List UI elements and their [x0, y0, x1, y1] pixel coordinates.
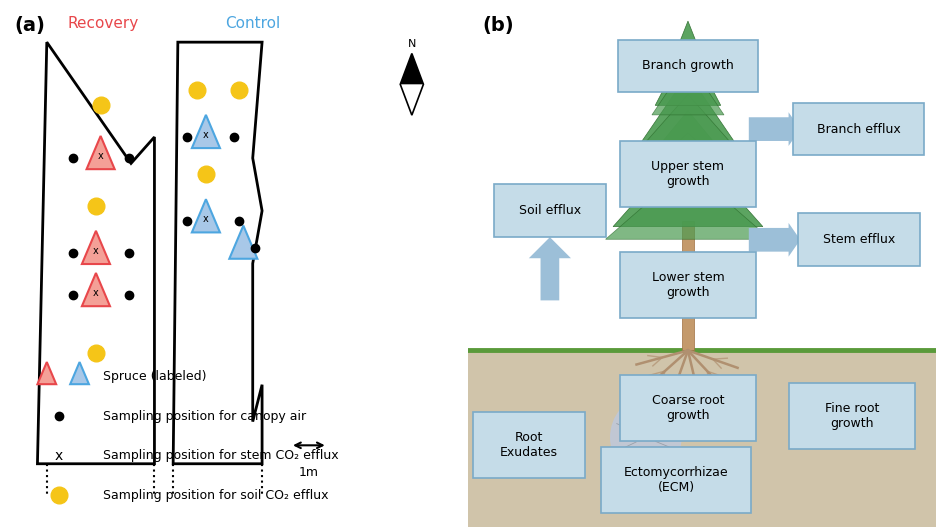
Polygon shape: [192, 115, 220, 148]
Polygon shape: [229, 226, 257, 259]
Text: x: x: [93, 246, 99, 256]
Text: 1m: 1m: [299, 466, 319, 480]
Text: x: x: [93, 288, 99, 298]
Text: Upper stem
growth: Upper stem growth: [651, 160, 724, 188]
Text: Root
Exudates: Root Exudates: [500, 431, 558, 460]
Polygon shape: [669, 21, 707, 69]
Polygon shape: [641, 74, 735, 142]
Polygon shape: [749, 223, 800, 257]
FancyBboxPatch shape: [473, 412, 585, 479]
Polygon shape: [37, 362, 56, 384]
Polygon shape: [192, 199, 220, 232]
Text: x: x: [54, 449, 63, 463]
Polygon shape: [82, 273, 110, 306]
FancyBboxPatch shape: [618, 40, 758, 92]
Text: (a): (a): [14, 16, 45, 35]
Text: Recovery: Recovery: [67, 16, 139, 31]
Text: Lower stem
growth: Lower stem growth: [651, 270, 724, 299]
Bar: [468, 350, 936, 527]
FancyBboxPatch shape: [798, 213, 920, 266]
Polygon shape: [87, 136, 115, 169]
Text: Soil efflux: Soil efflux: [519, 204, 581, 217]
Text: Control: Control: [225, 16, 281, 31]
Text: x: x: [203, 214, 209, 224]
Text: N: N: [408, 39, 416, 49]
Text: Sampling position for canopy air: Sampling position for canopy air: [103, 410, 306, 423]
Text: Sampling position for stem CO₂ efflux: Sampling position for stem CO₂ efflux: [103, 450, 339, 462]
FancyBboxPatch shape: [682, 221, 694, 350]
Polygon shape: [529, 237, 571, 300]
Text: Coarse root
growth: Coarse root growth: [651, 394, 724, 423]
Polygon shape: [749, 112, 800, 146]
FancyBboxPatch shape: [788, 384, 915, 449]
Text: x: x: [97, 151, 104, 161]
FancyBboxPatch shape: [620, 252, 756, 317]
Text: Fine root
growth: Fine root growth: [825, 402, 879, 431]
Polygon shape: [401, 53, 423, 84]
FancyBboxPatch shape: [794, 103, 925, 155]
Polygon shape: [606, 168, 770, 239]
FancyBboxPatch shape: [620, 375, 756, 442]
FancyBboxPatch shape: [602, 447, 752, 512]
Polygon shape: [82, 231, 110, 264]
Polygon shape: [651, 61, 724, 115]
Text: Branch efflux: Branch efflux: [817, 123, 900, 135]
Text: Spruce (labeled): Spruce (labeled): [103, 370, 207, 383]
FancyBboxPatch shape: [494, 184, 607, 237]
Polygon shape: [401, 53, 423, 115]
Text: (b): (b): [482, 16, 514, 35]
Text: x: x: [203, 130, 209, 140]
Circle shape: [611, 398, 681, 477]
FancyBboxPatch shape: [620, 141, 756, 207]
Polygon shape: [636, 94, 739, 152]
Polygon shape: [70, 362, 89, 384]
Polygon shape: [622, 133, 755, 196]
Text: Stem efflux: Stem efflux: [823, 233, 895, 246]
Polygon shape: [655, 42, 721, 105]
Text: Ectomycorrhizae
(ECM): Ectomycorrhizae (ECM): [624, 465, 728, 494]
Polygon shape: [627, 111, 749, 184]
Polygon shape: [613, 142, 763, 227]
Text: Sampling position for soil CO₂ efflux: Sampling position for soil CO₂ efflux: [103, 489, 329, 502]
Text: Branch growth: Branch growth: [642, 60, 734, 72]
